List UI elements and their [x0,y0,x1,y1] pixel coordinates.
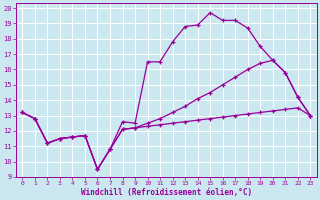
X-axis label: Windchill (Refroidissement éolien,°C): Windchill (Refroidissement éolien,°C) [81,188,252,197]
